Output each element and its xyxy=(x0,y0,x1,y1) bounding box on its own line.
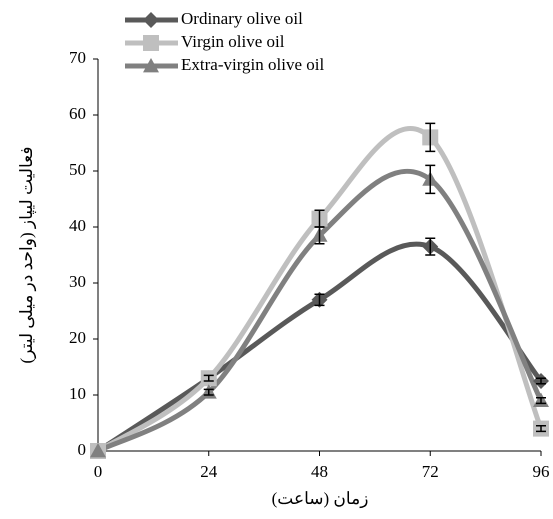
x-tick-label: 96 xyxy=(533,462,550,481)
y-tick-label: 40 xyxy=(69,216,86,235)
error-bar xyxy=(314,293,325,307)
y-tick-label: 0 xyxy=(78,440,87,459)
x-axis-label: زمان (ساعت) xyxy=(272,489,369,509)
x-tick-label: 24 xyxy=(200,462,218,481)
y-tick-label: 70 xyxy=(69,48,86,67)
error-bar xyxy=(536,377,546,385)
series-line xyxy=(96,241,543,454)
legend-marker xyxy=(143,35,159,51)
series-line xyxy=(96,168,544,454)
error-bar xyxy=(536,397,546,405)
error-bar xyxy=(425,237,436,256)
legend-label: Extra-virgin olive oil xyxy=(181,55,324,74)
error-bar xyxy=(536,425,546,433)
series-line xyxy=(96,126,544,454)
y-tick-label: 20 xyxy=(69,328,86,347)
marker xyxy=(90,443,106,458)
y-axis-label: فعالیت لیپاز (واحد در میلی لیتر) xyxy=(17,147,37,364)
legend-label: Virgin olive oil xyxy=(181,32,285,51)
legend-marker xyxy=(143,12,159,28)
error-bar xyxy=(425,122,436,153)
error-bar xyxy=(425,164,436,195)
x-tick-label: 0 xyxy=(94,462,103,481)
y-tick-label: 10 xyxy=(69,384,86,403)
error-bar xyxy=(203,388,214,396)
error-bar xyxy=(203,374,214,382)
legend-marker xyxy=(143,58,159,73)
y-tick-label: 60 xyxy=(69,104,86,123)
x-tick-label: 72 xyxy=(422,462,439,481)
y-tick-label: 50 xyxy=(69,160,86,179)
y-tick-label: 30 xyxy=(69,272,86,291)
x-tick-label: 48 xyxy=(311,462,328,481)
error-bar xyxy=(314,226,325,245)
legend-label: Ordinary olive oil xyxy=(181,9,303,28)
